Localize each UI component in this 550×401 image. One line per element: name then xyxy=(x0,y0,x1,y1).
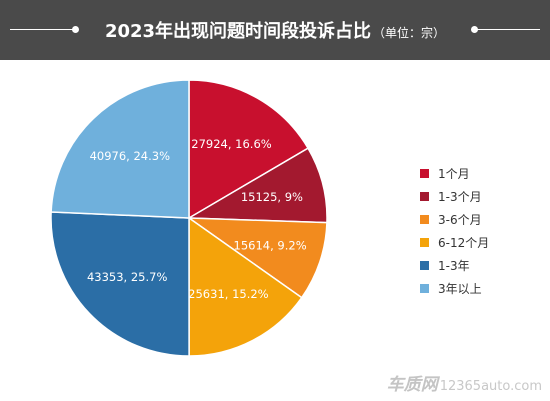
pie-data-label-3: 15614, 9.2% xyxy=(234,238,307,252)
legend-swatch xyxy=(420,215,429,224)
pie-data-label-2: 15125, 9% xyxy=(241,190,303,204)
legend-label: 1-3年 xyxy=(438,259,470,273)
chart-title-unit: （单位：宗） xyxy=(373,26,446,40)
legend-swatch xyxy=(420,284,429,293)
legend-swatch xyxy=(420,261,429,270)
legend-swatch xyxy=(420,238,429,247)
legend-item-5: 1-3年 xyxy=(420,254,489,277)
title-decoration-dot-right xyxy=(471,26,478,33)
pie-data-label-4: 25631, 15.2% xyxy=(188,287,268,301)
legend-label: 6-12个月 xyxy=(438,236,490,250)
pie-data-labels: 27924, 16.6% 15125, 9% 15614, 9.2% 25631, 1… xyxy=(87,137,307,301)
title-decoration-dot-left xyxy=(72,26,79,33)
watermark: 车质网 12365auto.com xyxy=(387,370,542,395)
legend-swatch xyxy=(420,192,429,201)
legend-item-3: 3-6个月 xyxy=(420,208,489,231)
pie-data-label-1: 27924, 16.6% xyxy=(191,137,271,151)
pie-chart: 27924, 16.6% 15125, 9% 15614, 9.2% 25631, 1… xyxy=(50,79,328,357)
legend-label: 1-3个月 xyxy=(438,190,482,204)
pie-slices xyxy=(50,79,328,357)
legend-item-1: 1个月 xyxy=(420,162,489,185)
legend-item-4: 6-12个月 xyxy=(420,231,489,254)
legend-label: 3-6个月 xyxy=(438,213,482,227)
watermark-brand: 车质网 xyxy=(386,375,438,395)
legend-item-6: 3年以上 xyxy=(420,277,489,300)
title-decoration-line-left xyxy=(10,29,74,30)
legend-label: 3年以上 xyxy=(438,282,482,296)
legend-swatch xyxy=(420,169,429,178)
pie-slice-1 xyxy=(188,79,310,220)
chart-legend: 1个月 1-3个月 3-6个月 6-12个月 1-3年 3年以上 xyxy=(420,162,489,300)
pie-slice-4 xyxy=(188,216,303,357)
title-bar: 2023年出现问题时间段投诉占比 （单位：宗） xyxy=(0,0,550,60)
title-decoration-line-right xyxy=(476,29,540,30)
pie-slice-5 xyxy=(50,211,190,357)
chart-title: 2023年出现问题时间段投诉占比 （单位：宗） xyxy=(0,17,550,43)
pie-slice-3 xyxy=(186,217,328,299)
pie-data-label-6: 40976, 24.3% xyxy=(90,149,170,163)
watermark-site: 12365auto.com xyxy=(439,379,542,394)
legend-item-2: 1-3个月 xyxy=(420,185,489,208)
pie-data-label-5: 43353, 25.7% xyxy=(87,270,167,284)
pie-slice-6 xyxy=(50,79,190,219)
chart-title-main: 2023年出现问题时间段投诉占比 xyxy=(104,21,372,42)
legend-label: 1个月 xyxy=(438,167,470,181)
